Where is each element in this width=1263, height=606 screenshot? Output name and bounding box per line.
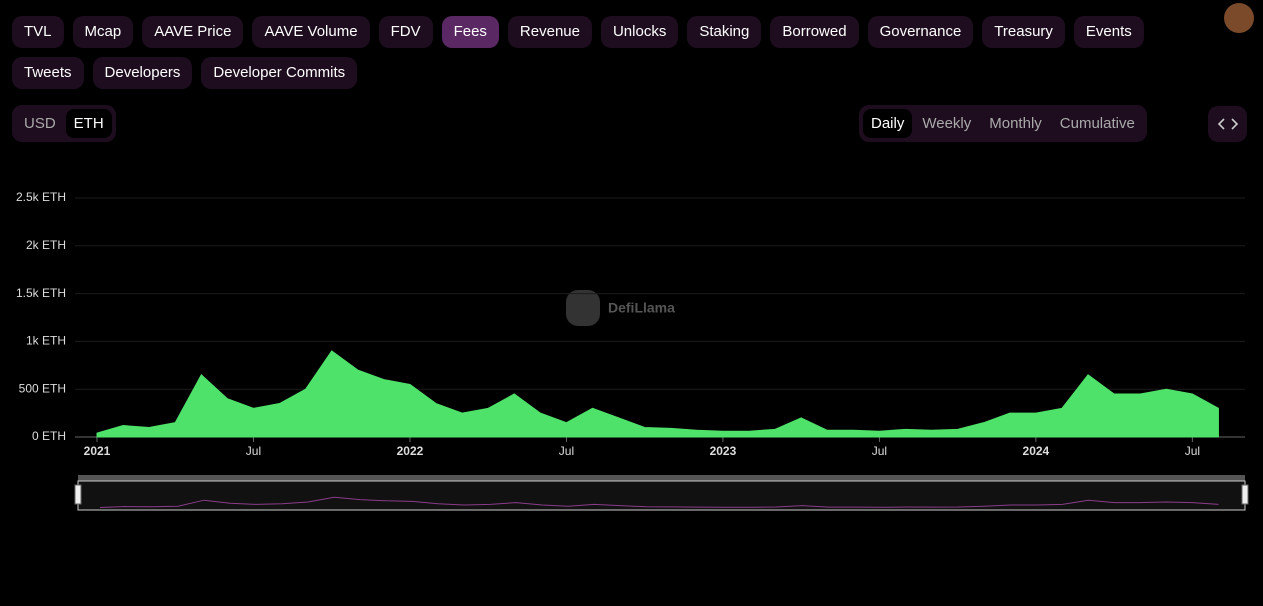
avatar[interactable] [1224,3,1254,33]
tab[interactable]: Developer Commits [201,57,358,89]
tab[interactable]: TVL [12,16,64,48]
tab[interactable]: Staking [687,16,762,48]
tab[interactable]: Revenue [507,16,592,48]
y-tick-label: 2k ETH [26,238,66,252]
y-tick-label: 1.5k ETH [16,286,66,300]
navigator-bar [78,475,1245,481]
tab[interactable]: Events [1073,16,1144,48]
y-tick-label: 0 ETH [32,429,66,443]
tab[interactable]: AAVE Volume [252,16,370,48]
tab[interactable]: Unlocks [600,16,679,48]
embed-button[interactable] [1208,106,1247,142]
tab-bar: TVL Mcap AAVE Price AAVE Volume FDV Fees Reven… [12,16,1212,89]
embed-icon [1217,118,1239,130]
currency-option[interactable]: ETH [65,109,112,138]
x-tick-label: Jul [246,444,261,458]
currency-option[interactable]: USD [24,115,56,132]
x-tick-label: 2021 [84,444,111,458]
navigator-handle[interactable] [74,484,82,505]
period-option[interactable]: Weekly [922,115,972,132]
period-option[interactable]: Daily [863,109,913,138]
tab[interactable]: AAVE Price [142,16,244,48]
period-option[interactable]: Cumulative [1059,115,1135,132]
period-option[interactable]: Monthly [989,115,1042,132]
tab[interactable]: FDV [378,16,433,48]
navigator-window [77,480,1246,511]
navigator-line [99,496,1219,509]
x-tick-label: Jul [872,444,887,458]
y-tick-label: 2.5k ETH [16,190,66,204]
tab[interactable]: Developers [92,57,193,89]
tab[interactable]: Mcap [72,16,134,48]
watermark-logo [566,290,600,326]
y-tick-label: 1k ETH [26,334,66,348]
tab[interactable]: Treasury [982,16,1065,48]
x-tick-label: Jul [559,444,574,458]
currency-toggle: USD ETH [12,105,116,142]
navigator-handle[interactable] [1241,484,1249,505]
tab[interactable]: Tweets [12,57,84,89]
x-tick-label: 2022 [397,444,424,458]
x-tick-label: 2023 [710,444,737,458]
tab[interactable]: Borrowed [770,16,859,48]
x-tick-label: 2024 [1023,444,1050,458]
y-tick-label: 500 ETH [19,381,66,395]
tab[interactable]: Governance [867,16,974,48]
period-toggle: Daily Weekly Monthly Cumulative [859,105,1147,142]
tab[interactable]: Fees [441,16,499,48]
area [96,350,1219,438]
watermark: DefiLlama [608,300,675,316]
x-tick-label: Jul [1185,444,1200,458]
